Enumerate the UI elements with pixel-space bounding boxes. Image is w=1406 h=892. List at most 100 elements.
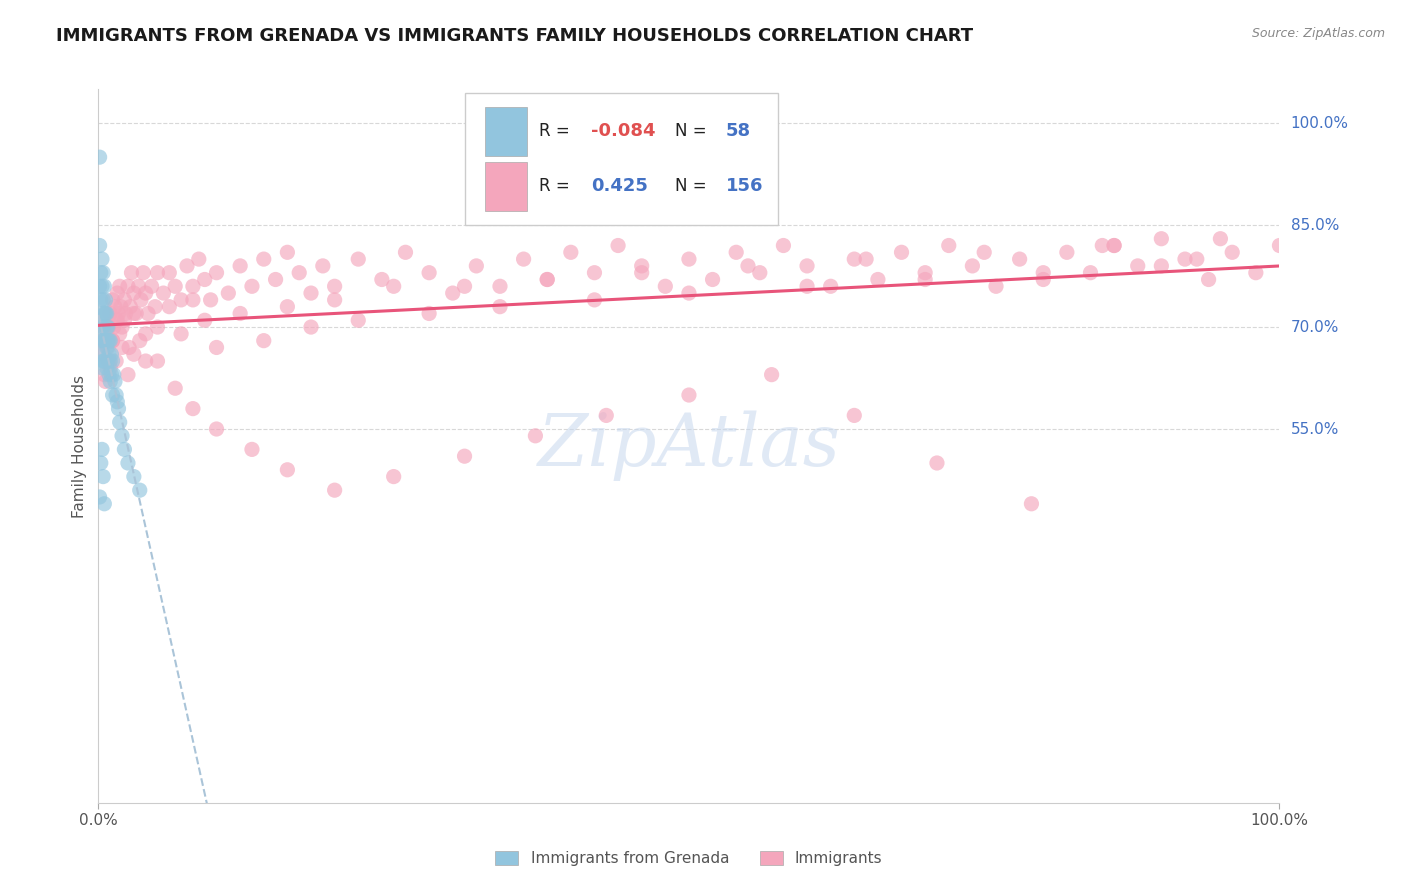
Point [101, 388, 124, 402]
Point [98, 360, 121, 375]
Point [1220, 245, 1243, 260]
Point [91, 334, 114, 348]
Point [796, 279, 818, 293]
Point [96, 320, 118, 334]
Point [453, 449, 475, 463]
Point [94, 306, 117, 320]
Point [146, 266, 169, 280]
Point [1209, 232, 1232, 246]
Point [489, 279, 512, 293]
Point [1056, 245, 1078, 260]
Point [938, 238, 960, 252]
Point [678, 252, 700, 266]
Point [240, 442, 263, 457]
Point [512, 252, 534, 266]
Point [146, 354, 169, 368]
Point [112, 313, 135, 327]
Point [187, 252, 209, 266]
Point [1080, 266, 1102, 280]
Point [96, 334, 118, 348]
Point [441, 286, 464, 301]
Point [264, 272, 287, 286]
Point [96, 306, 118, 320]
Point [122, 306, 145, 320]
Point [143, 300, 166, 314]
Point [94, 375, 117, 389]
Point [382, 279, 405, 293]
Point [453, 279, 475, 293]
Point [90, 456, 112, 470]
Point [288, 266, 311, 280]
Point [135, 326, 157, 341]
Point [121, 266, 143, 280]
Text: -0.084: -0.084 [591, 122, 655, 140]
Point [312, 259, 335, 273]
Point [323, 483, 346, 498]
Point [97, 354, 120, 368]
Point [125, 306, 148, 320]
Point [165, 279, 187, 293]
Point [844, 409, 866, 423]
Point [101, 293, 124, 307]
Text: 85.0%: 85.0% [1291, 218, 1339, 233]
Point [796, 259, 818, 273]
Point [107, 401, 129, 416]
Point [122, 286, 145, 301]
Point [1008, 252, 1031, 266]
Point [181, 401, 204, 416]
Point [103, 320, 125, 334]
Point [111, 341, 134, 355]
Point [229, 259, 252, 273]
Point [129, 293, 152, 307]
Point [98, 334, 121, 348]
Point [866, 272, 889, 286]
Point [157, 300, 180, 314]
Point [761, 368, 783, 382]
Point [136, 306, 159, 320]
Point [111, 429, 134, 443]
Point [98, 347, 121, 361]
Point [120, 300, 142, 314]
Point [105, 388, 128, 402]
Text: N =: N = [675, 122, 711, 140]
Point [536, 272, 558, 286]
Point [141, 279, 163, 293]
Point [112, 442, 135, 457]
Point [253, 252, 276, 266]
Point [104, 375, 127, 389]
Point [89, 150, 111, 164]
Point [1244, 266, 1267, 280]
Point [276, 300, 298, 314]
Point [607, 238, 630, 252]
Point [152, 286, 174, 301]
Point [108, 326, 131, 341]
Point [630, 266, 652, 280]
Point [1268, 238, 1291, 252]
Point [170, 326, 193, 341]
Point [105, 286, 128, 301]
Point [105, 354, 128, 368]
Point [194, 272, 217, 286]
FancyBboxPatch shape [485, 107, 527, 156]
Point [93, 368, 115, 382]
Point [117, 456, 139, 470]
Point [489, 300, 512, 314]
Point [157, 266, 180, 280]
Point [107, 306, 129, 320]
Text: N =: N = [675, 178, 711, 195]
Point [382, 469, 405, 483]
Point [98, 354, 121, 368]
Point [93, 334, 115, 348]
Point [418, 266, 440, 280]
Point [890, 245, 912, 260]
Point [181, 279, 204, 293]
Point [96, 341, 118, 355]
Text: IMMIGRANTS FROM GRENADA VS IMMIGRANTS FAMILY HOUSEHOLDS CORRELATION CHART: IMMIGRANTS FROM GRENADA VS IMMIGRANTS FA… [56, 27, 973, 45]
Point [108, 279, 131, 293]
Point [205, 266, 228, 280]
Point [91, 334, 114, 348]
Point [194, 313, 217, 327]
Legend: Immigrants from Grenada, Immigrants: Immigrants from Grenada, Immigrants [488, 843, 890, 873]
Point [94, 354, 117, 368]
Point [1198, 272, 1220, 286]
